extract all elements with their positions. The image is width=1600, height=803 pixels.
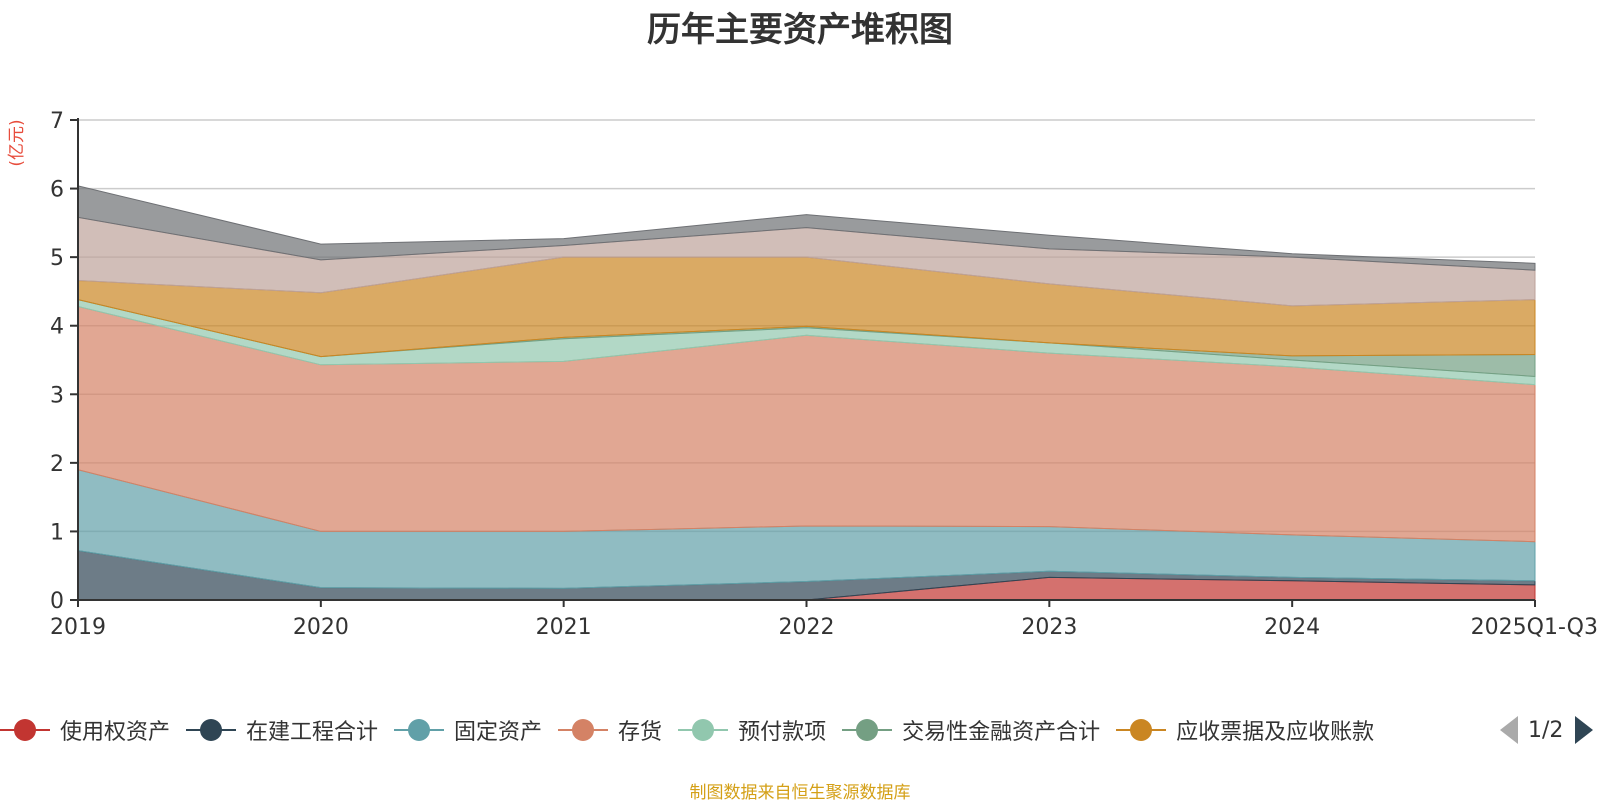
y-tick-label: 2 <box>50 452 64 477</box>
y-tick-label: 7 <box>50 109 64 134</box>
legend-pager: 1/2 <box>1500 716 1594 744</box>
x-tick-label: 2023 <box>1021 615 1077 640</box>
area-series <box>77 185 1536 601</box>
legend-page-indicator: 1/2 <box>1528 717 1564 743</box>
x-tick-label: 2024 <box>1264 615 1320 640</box>
legend-prev-page-icon[interactable] <box>1500 716 1518 744</box>
legend-label: 固定资产 <box>454 720 543 745</box>
y-tick-label: 3 <box>50 383 64 408</box>
legend-item[interactable]: 应收票据及应收账款 <box>1116 714 1374 746</box>
chart-title: 历年主要资产堆积图 <box>647 10 953 50</box>
legend-marker-icon <box>842 719 893 741</box>
legend-label: 存货 <box>618 720 663 745</box>
legend-item[interactable]: 预付款项 <box>678 714 826 746</box>
x-tick-label: 2019 <box>50 615 106 640</box>
x-tick-label: 2022 <box>779 615 835 640</box>
legend-marker-icon <box>0 719 50 741</box>
legend-item[interactable]: 固定资产 <box>394 714 542 746</box>
legend-item[interactable]: 在建工程合计 <box>186 714 378 746</box>
legend-label: 应收票据及应收账款 <box>1176 720 1375 745</box>
legend-marker-icon <box>678 719 729 741</box>
x-tick-label: 2025Q1-Q3 <box>1471 615 1598 640</box>
legend-marker-icon <box>394 719 445 741</box>
legend: 使用权资产 在建工程合计 固定资产 存货 预付款项 交易性金融资产合计 应收票据及应收账款 <box>0 712 1390 748</box>
legend-label: 预付款项 <box>738 720 827 745</box>
y-tick-label: 0 <box>50 589 64 614</box>
data-source-note: 制图数据来自恒生聚源数据库 <box>689 783 911 803</box>
y-tick-label: 4 <box>50 315 64 340</box>
legend-marker-icon <box>186 719 237 741</box>
legend-label: 在建工程合计 <box>246 720 379 745</box>
area-series-其他2 <box>77 185 1536 271</box>
x-tick-label: 2021 <box>536 615 592 640</box>
stacked-area-chart: 0 1 2 3 4 5 6 7 2019 2020 2021 2022 2023 2024 2025Q1-Q… <box>50 109 1598 640</box>
legend-label: 使用权资产 <box>60 720 171 745</box>
legend-label: 交易性金融资产合计 <box>902 720 1101 745</box>
legend-marker-icon <box>558 719 609 741</box>
legend-item[interactable]: 交易性金融资产合计 <box>842 714 1100 746</box>
tick-labels: 0 1 2 3 4 5 6 7 2019 2020 2021 2022 2023 2024 2025Q1-Q… <box>50 109 1598 640</box>
y-tick-label: 1 <box>50 520 64 545</box>
y-axis-unit-label: (亿元) <box>7 119 27 166</box>
legend-item[interactable]: 存货 <box>558 714 662 746</box>
legend-item[interactable]: 使用权资产 <box>0 714 170 746</box>
legend-marker-icon <box>1116 719 1167 741</box>
y-tick-label: 6 <box>50 178 64 203</box>
legend-next-page-icon[interactable] <box>1575 716 1594 744</box>
x-tick-label: 2020 <box>293 615 349 640</box>
axes <box>70 118 1536 607</box>
y-tick-label: 5 <box>50 246 64 271</box>
